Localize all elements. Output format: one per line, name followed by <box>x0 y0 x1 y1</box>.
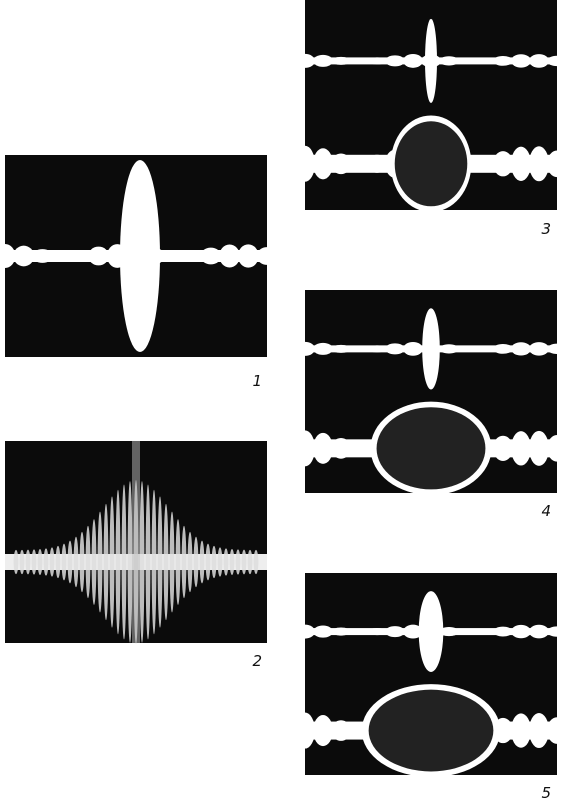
fringe <box>104 504 109 620</box>
fringe <box>32 549 37 574</box>
fringe <box>80 532 85 592</box>
fringe <box>200 541 205 584</box>
peak <box>419 591 444 672</box>
panel <box>0 155 277 357</box>
fringe <box>128 481 133 643</box>
fringe <box>182 526 187 598</box>
fringe <box>158 496 163 627</box>
peak <box>425 19 437 103</box>
dark-core <box>395 121 468 206</box>
fringe <box>248 550 253 574</box>
fringe <box>86 526 91 598</box>
fringe <box>176 519 181 605</box>
dark-core <box>377 407 486 489</box>
fringe <box>254 550 259 574</box>
fringe <box>62 544 67 581</box>
fringe <box>212 546 217 578</box>
fringe <box>68 541 73 584</box>
fringe <box>122 485 127 640</box>
fringe <box>56 546 61 578</box>
fringe <box>218 547 223 576</box>
peak <box>120 160 160 352</box>
panel <box>295 290 561 495</box>
panel <box>5 441 267 644</box>
fringe <box>152 490 157 634</box>
fringe <box>44 548 49 575</box>
fringe <box>164 504 169 620</box>
panel <box>295 0 561 212</box>
fringe <box>26 550 31 575</box>
fringe <box>194 537 199 587</box>
streak <box>132 441 140 643</box>
fringe <box>50 547 55 576</box>
fringe <box>188 532 193 592</box>
fringe <box>206 544 211 581</box>
fringe <box>110 496 115 627</box>
fringe <box>98 512 103 613</box>
panel-number: 3 <box>541 220 551 238</box>
fringe <box>170 512 175 613</box>
fringe <box>146 485 151 640</box>
figure-plate: 1 2 3 4 5 <box>0 0 561 799</box>
fringe <box>242 550 247 575</box>
dark-core <box>369 690 494 772</box>
panel-number: 4 <box>541 502 551 520</box>
panel-number: 1 <box>252 372 262 390</box>
fringe <box>38 549 43 575</box>
fringe <box>140 481 145 643</box>
panel-number: 2 <box>252 652 262 670</box>
fringe <box>14 550 19 574</box>
peak <box>422 308 440 389</box>
fringe <box>236 549 241 574</box>
fringe <box>116 490 121 634</box>
panel <box>295 573 561 777</box>
fringe <box>92 519 97 605</box>
fringe <box>20 550 25 574</box>
fringe <box>74 537 79 587</box>
fringe <box>230 549 235 575</box>
panel-number: 5 <box>541 784 551 799</box>
fringe <box>224 548 229 575</box>
